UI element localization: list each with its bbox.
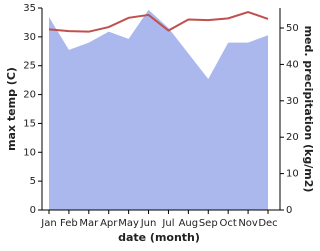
x-tick-label: Mar: [79, 218, 99, 229]
y2-tick-label: 20: [286, 132, 299, 143]
y2-tick-label: 0: [286, 205, 292, 216]
chart: date (month) max temp (C) med. precipita…: [5, 3, 315, 244]
y-tick-label: 5: [30, 176, 36, 187]
y-tick-label: 20: [23, 90, 36, 101]
y-tick-label: 30: [23, 32, 36, 43]
x-tick-label: Nov: [238, 218, 258, 229]
y2-tick-label: 30: [286, 96, 299, 107]
x-tick-label: Jul: [161, 218, 174, 229]
y2-tick-label: 40: [286, 59, 299, 70]
y-tick-label: 35: [23, 3, 36, 14]
y2-tick-label: 50: [286, 23, 299, 34]
precipitation-area: [49, 9, 268, 210]
x-tick-label: Oct: [220, 218, 237, 229]
y2-tick-label: 10: [286, 169, 299, 180]
y-tick-label: 25: [23, 61, 36, 72]
temperature-line: [48, 10, 269, 33]
x-axis-label: date (month): [118, 231, 200, 244]
y-tick-label: 10: [23, 147, 36, 158]
y-axis-label: max temp (C): [5, 67, 18, 151]
y2-axis-label: med. precipitation (kg/m2): [302, 26, 315, 193]
x-tick-label: Jan: [40, 218, 56, 229]
x-tick-label: Feb: [60, 218, 78, 229]
x-tick-label: Aug: [179, 218, 199, 229]
x-tick-label: Dec: [258, 218, 277, 229]
x-tick-label: May: [118, 218, 139, 229]
x-tick-label: Jun: [140, 218, 157, 229]
x-tick-label: Sep: [199, 218, 218, 229]
y-tick-label: 0: [30, 205, 36, 216]
x-tick-label: Apr: [100, 218, 118, 229]
y-tick-label: 15: [23, 118, 36, 129]
